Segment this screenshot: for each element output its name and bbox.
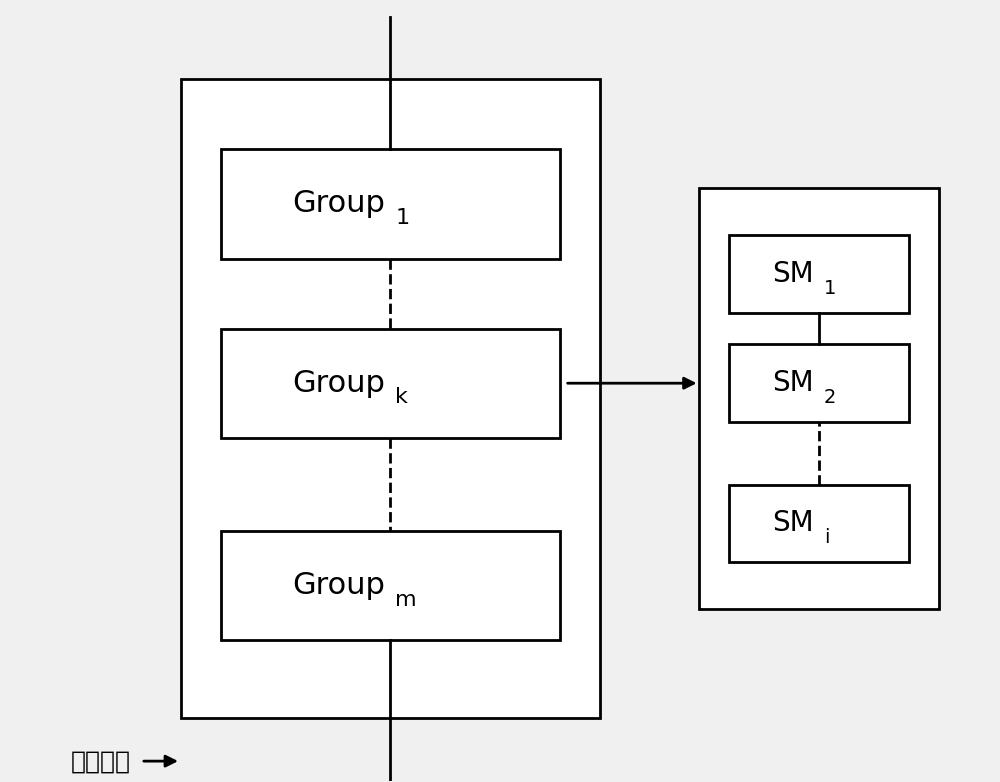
FancyBboxPatch shape [221,328,560,438]
FancyBboxPatch shape [221,149,560,259]
FancyBboxPatch shape [221,531,560,640]
Text: Group: Group [292,189,385,218]
Text: SM: SM [772,509,814,537]
Text: 1: 1 [824,278,836,298]
Text: Group: Group [292,368,385,398]
Text: 2: 2 [824,388,836,407]
Text: i: i [824,528,830,547]
Text: 1: 1 [395,208,409,228]
FancyBboxPatch shape [181,79,600,719]
Text: m: m [395,590,417,610]
FancyBboxPatch shape [729,485,909,562]
Text: SM: SM [772,260,814,288]
Text: SM: SM [772,369,814,397]
FancyBboxPatch shape [729,344,909,422]
Text: k: k [395,387,408,407]
Text: Group: Group [292,572,385,601]
FancyBboxPatch shape [729,235,909,313]
Text: 某相桥臂: 某相桥臂 [71,749,131,773]
FancyBboxPatch shape [699,188,939,609]
